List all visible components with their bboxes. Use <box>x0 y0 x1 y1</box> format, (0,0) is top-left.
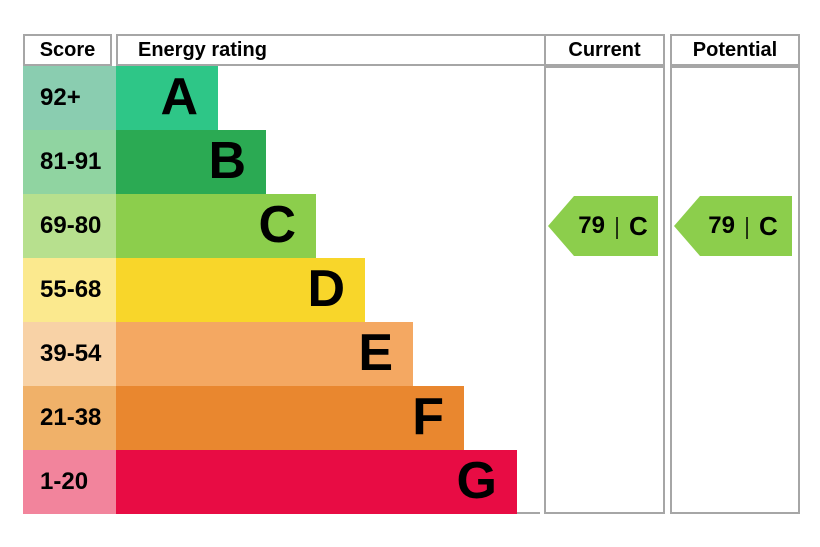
band-letter-e: E <box>358 324 393 382</box>
current-score-value: 79 <box>578 212 605 239</box>
score-range-c: 69-80 <box>23 194 116 258</box>
band-row-g: 1-20 G <box>23 450 540 514</box>
potential-band-letter: C <box>758 210 778 241</box>
band-row-b: 81-91 B <box>23 130 540 194</box>
current-rating-arrow: 79 | C <box>548 196 658 256</box>
score-column-header: Score <box>23 34 112 66</box>
band-bar-b: B <box>116 130 266 194</box>
band-row-d: 55-68 D <box>23 258 540 322</box>
current-column-body <box>544 66 665 514</box>
current-column-header: Current <box>544 34 665 66</box>
score-range-f: 21-38 <box>23 386 116 450</box>
energy-bands: 92+ A 81-91 B 69-80 C 55-68 D 39-54 E 21… <box>23 66 540 514</box>
band-letter-a: A <box>160 68 198 126</box>
score-range-b: 81-91 <box>23 130 116 194</box>
score-range-e: 39-54 <box>23 322 116 386</box>
band-bar-g: G <box>116 450 517 514</box>
score-range-d: 55-68 <box>23 258 116 322</box>
score-range-a: 92+ <box>23 66 116 130</box>
band-bar-c: C <box>116 194 316 258</box>
score-range-g: 1-20 <box>23 450 116 514</box>
band-bar-e: E <box>116 322 413 386</box>
band-row-f: 21-38 F <box>23 386 540 450</box>
band-bar-f: F <box>116 386 464 450</box>
potential-divider: | <box>744 212 750 239</box>
band-letter-d: D <box>307 260 345 318</box>
current-band-letter: C <box>628 210 648 241</box>
band-row-c: 69-80 C <box>23 194 540 258</box>
band-letter-f: F <box>412 388 444 446</box>
potential-score-value: 79 <box>708 212 735 239</box>
band-row-a: 92+ A <box>23 66 540 130</box>
band-bar-d: D <box>116 258 365 322</box>
band-letter-g: G <box>456 452 497 510</box>
band-letter-c: C <box>258 196 296 254</box>
potential-rating-arrow: 79 | C <box>674 196 792 256</box>
band-row-e: 39-54 E <box>23 322 540 386</box>
current-divider: | <box>614 212 620 239</box>
potential-column-header: Potential <box>670 34 800 66</box>
band-bar-a: A <box>116 66 218 130</box>
potential-column-body <box>670 66 800 514</box>
band-letter-b: B <box>208 132 246 190</box>
energy-rating-column-header: Energy rating <box>116 34 560 66</box>
